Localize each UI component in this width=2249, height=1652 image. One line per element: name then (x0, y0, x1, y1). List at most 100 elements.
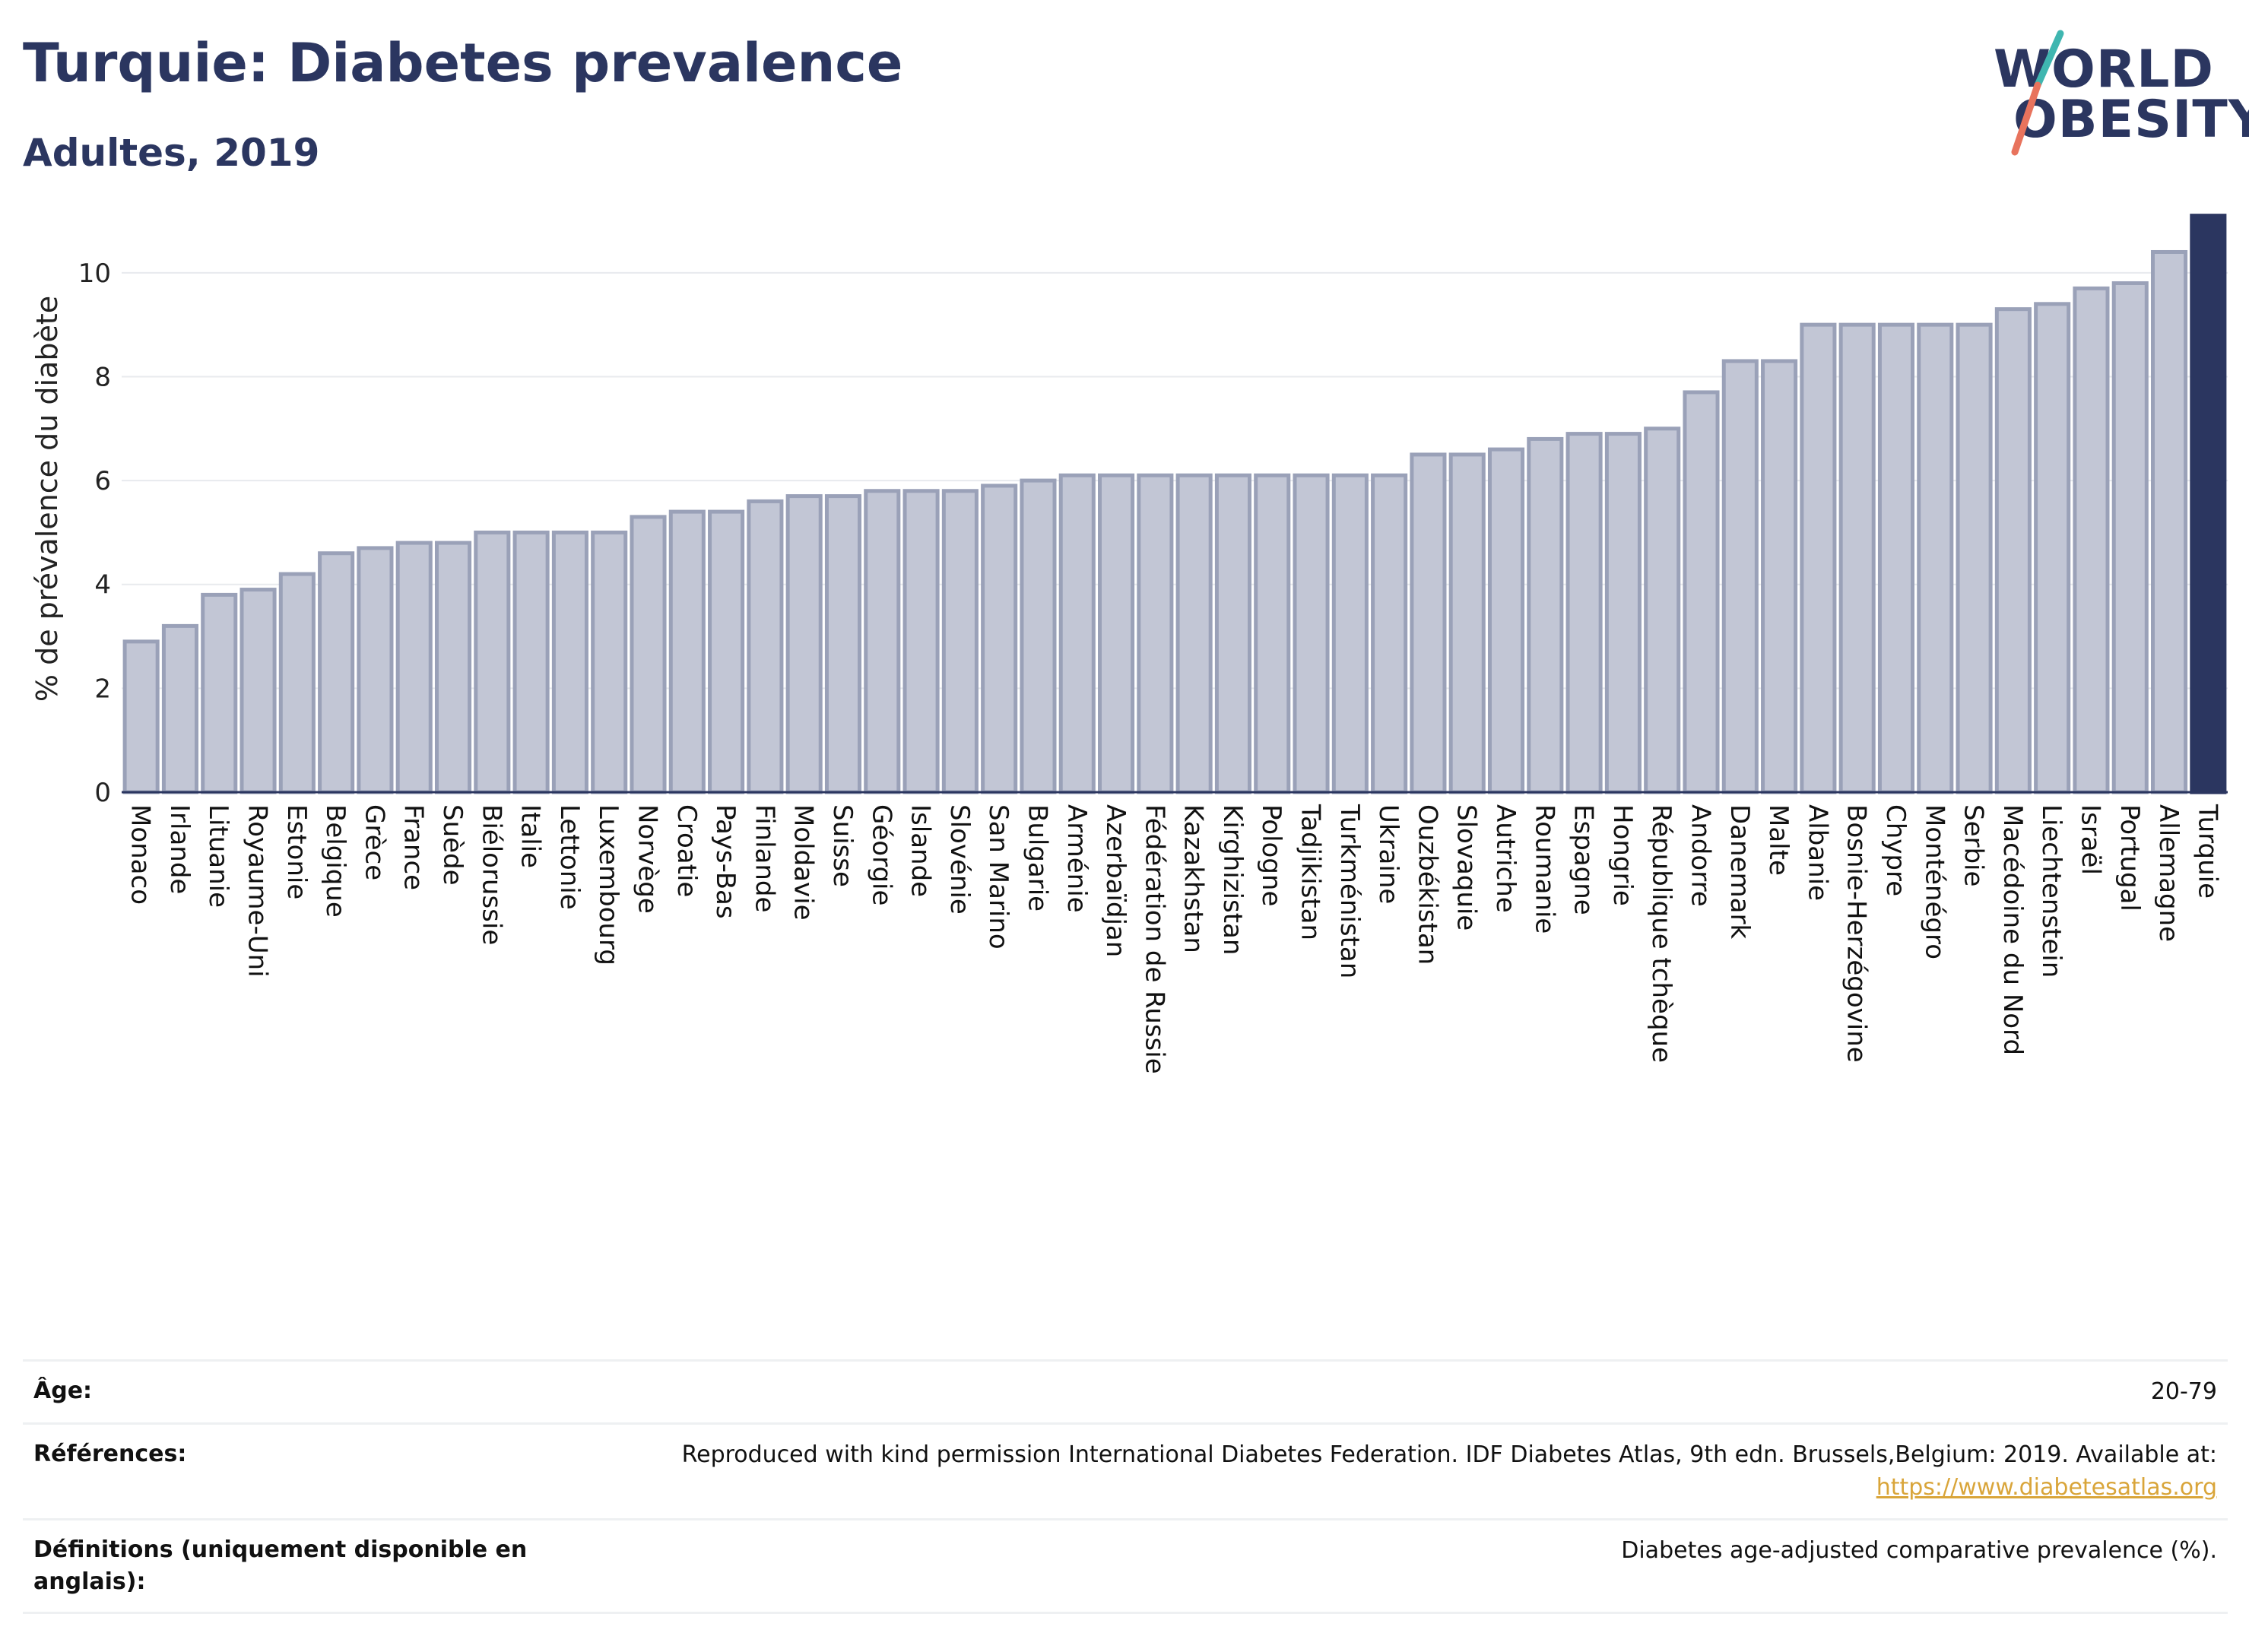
bar (434, 541, 472, 794)
bar (512, 530, 550, 794)
x-tick-label: Islande (906, 804, 936, 897)
x-tick-label: Portugal (2114, 804, 2145, 912)
bar (2111, 281, 2149, 794)
references-value: Reproduced with kind permission Internat… (582, 1438, 2217, 1505)
bar (2190, 214, 2227, 794)
definitions-row: Définitions (uniquement disponible en an… (23, 1517, 2228, 1614)
bar (1721, 359, 1759, 794)
bar (1838, 322, 1876, 794)
x-tick-label: Lituanie (203, 804, 233, 908)
x-tick-label: Albanie (1802, 804, 1832, 901)
x-tick-label: Irlande (164, 804, 195, 894)
logo-text-bottom: OBESITY (2013, 90, 2249, 150)
x-tick-label: Slovaquie (1451, 804, 1482, 931)
x-tick-label: Estonie (281, 804, 312, 899)
y-tick-label: 2 (94, 674, 111, 704)
x-tick-label: Belgique (320, 804, 351, 918)
bar (785, 494, 823, 794)
x-tick-label: Tadjikistan (1296, 804, 1326, 940)
x-tick-label: Israël (2075, 804, 2105, 875)
bar (1487, 447, 1525, 794)
bar-chart: 0 2 4 6 8 10 % de prévalence du diabète Monaco I… (30, 214, 2228, 1074)
x-tick-label: Pays-Bas (710, 804, 741, 919)
x-tick-label: Luxembourg (593, 804, 623, 966)
x-tick-label: Royaume-Uni (243, 804, 273, 978)
bar (122, 639, 160, 794)
bar (1917, 322, 1954, 794)
x-tick-label: Turkménistan (1334, 804, 1365, 978)
bar (747, 499, 784, 794)
y-tick-label: 6 (94, 466, 111, 496)
bar (1293, 473, 1330, 794)
x-tick-label: Arménie (1061, 804, 1092, 913)
bar (1020, 478, 1057, 794)
bar (1058, 473, 1096, 794)
x-tick-label: Bulgarie (1022, 804, 1052, 912)
x-tick-label: Kirghizistan (1217, 804, 1248, 955)
x-tick-label: Bosnie-Herzégovine (1841, 804, 1872, 1063)
x-tick-label: Norvège (633, 804, 663, 914)
x-tick-label: Chypre (1880, 804, 1911, 896)
y-axis-label: % de prévalence du diabète (30, 296, 64, 702)
logo-slash-icon (2011, 30, 2064, 156)
x-tick-label: Géorgie (866, 804, 896, 905)
bar (1331, 473, 1369, 794)
x-tick-label: Andorre (1686, 804, 1716, 907)
x-tick-label: France (398, 804, 429, 890)
y-tick-label: 10 (78, 258, 111, 289)
x-tick-label: Espagne (1569, 804, 1599, 915)
x-tick-label: Monaco (125, 804, 156, 905)
age-label: Âge: (33, 1378, 93, 1404)
bar (1956, 322, 1993, 794)
age-value: 20-79 (2150, 1378, 2217, 1405)
x-tick-label: Liechtenstein (2036, 804, 2067, 978)
bar (902, 489, 940, 794)
x-tick-label: Suède (437, 804, 468, 886)
y-tick-label: 4 (94, 570, 111, 601)
bar (1877, 322, 1915, 794)
bar (1604, 432, 1642, 794)
bar (1214, 473, 1251, 794)
bar (1448, 452, 1486, 794)
bar (591, 530, 628, 794)
bar (357, 546, 394, 794)
x-tick-label: Grèce (359, 804, 389, 880)
x-tick-label: Ouzbékistan (1412, 804, 1442, 965)
x-tick-label: Ukraine (1373, 804, 1404, 904)
bar (1565, 432, 1603, 794)
bar (1761, 359, 1798, 794)
bar (1371, 473, 1408, 794)
bar (551, 530, 588, 794)
bar (668, 509, 706, 794)
bar (161, 623, 198, 794)
bar (1644, 426, 1681, 794)
bar (708, 509, 745, 794)
bar (981, 484, 1018, 794)
y-tick-label: 8 (94, 362, 111, 392)
bar (2151, 249, 2188, 794)
x-tick-label: Hongrie (1607, 804, 1638, 906)
x-tick-label: Italie (515, 804, 546, 868)
bar (474, 530, 511, 794)
page-subtitle: Adultes, 2019 (23, 131, 320, 175)
x-tick-label: Monténégro (1919, 804, 1949, 959)
bar (201, 592, 238, 794)
logo-text-top: WORLD (1994, 40, 2214, 100)
x-tick-label: République tchèque (1646, 804, 1676, 1063)
bar (1175, 473, 1213, 794)
references-link[interactable]: https://www.diabetesatlas.org (1876, 1474, 2217, 1501)
x-tick-label: Azerbaïdjan (1100, 804, 1131, 957)
x-tick-label: Lettonie (554, 804, 585, 910)
world-obesity-logo[interactable]: WORLD OBESITY (1984, 23, 2249, 160)
bar (1800, 322, 1837, 794)
page-title: Turquie: Diabetes prevalence (23, 32, 903, 94)
bar (395, 541, 433, 794)
x-tick-label: Suisse (827, 804, 858, 887)
bar (1137, 473, 1174, 794)
references-row: Références: Reproduced with kind permiss… (23, 1422, 2228, 1518)
bar (318, 551, 355, 794)
bar (1683, 390, 1720, 794)
bar (1410, 452, 1447, 794)
x-tick-label: Roumanie (1529, 804, 1559, 934)
x-tick-label: Danemark (1724, 804, 1755, 939)
